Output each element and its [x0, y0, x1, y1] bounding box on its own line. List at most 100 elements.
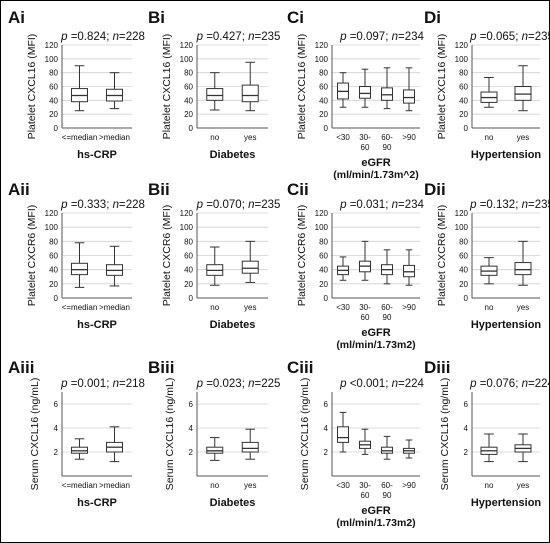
box-1	[206, 437, 224, 461]
y-tick-label: 40	[459, 96, 468, 105]
y-tick-label: 60	[319, 252, 328, 261]
stat-n-symbol: n	[248, 378, 254, 390]
y-tick-label: 100	[180, 55, 194, 64]
box-1	[337, 256, 349, 281]
x-axis-title: hs-CRP	[77, 149, 117, 161]
stat-p-symbol: p	[339, 378, 347, 390]
stat-n-symbol: n	[392, 199, 398, 211]
box-4	[403, 67, 415, 112]
y-tick-label: 60	[49, 252, 58, 261]
box-1	[480, 257, 498, 285]
x-tick-label: <=median	[62, 133, 98, 142]
x-tick-label: yes	[517, 133, 529, 142]
x-tick-label: 30-	[359, 133, 371, 142]
y-tick-label: 40	[459, 266, 468, 275]
panel-bi: Bi p =0.427; n=235 0 20 40 60 80 100 120 Platelet…	[148, 8, 280, 161]
x-tick-label: yes	[244, 303, 256, 312]
stat-p-value: =0.065;	[477, 31, 522, 43]
y-tick-label: 60	[319, 83, 328, 92]
box-iqr	[337, 426, 349, 443]
x-tick-label: 60	[361, 313, 370, 322]
x-tick-label: no	[210, 481, 219, 490]
stat-n-value: =234	[398, 31, 425, 43]
panel-aiii: Aiii p =0.001; n=218 2 4 6 Serum CXCL16 (ng/m…	[8, 358, 145, 509]
panel-label: Bi	[148, 8, 165, 27]
y-tick-label: 20	[184, 110, 193, 119]
box-iqr	[403, 89, 415, 104]
box-4	[403, 439, 415, 459]
stat-p-value: =0.031;	[347, 199, 392, 211]
x-axis-title: eGFR	[361, 327, 390, 339]
y-tick-label: 100	[315, 55, 329, 64]
panel-label: Cii	[287, 180, 309, 199]
box-3	[381, 435, 393, 460]
x-axis-title: Hypertension	[471, 497, 542, 509]
panel-bii: Bii p =0.070; n=235 0 20 40 60 80 100 120 Platele…	[148, 180, 280, 331]
y-tick-label: 100	[455, 55, 469, 64]
x-axis-title-line2: (ml/min/1.73m2)	[336, 517, 415, 529]
y-tick-label: 0	[189, 124, 194, 133]
stat-n-value: =218	[119, 378, 145, 390]
x-axis-title: Hypertension	[471, 149, 542, 161]
box-2	[359, 68, 371, 108]
box-2	[241, 61, 259, 112]
y-tick-label: 60	[184, 83, 193, 92]
stat-p-value: =0.333;	[68, 199, 113, 211]
y-tick-label: 0	[54, 294, 59, 303]
y-tick-label: 0	[324, 124, 329, 133]
y-tick-label: 2	[324, 448, 329, 457]
y-axis-title: Platelet CXCL16 (MFI)	[436, 34, 448, 140]
stat-p-value: =0.824;	[68, 31, 113, 43]
stat-p-symbol: p	[60, 378, 68, 390]
y-axis-title: Platelet CXCL16 (MFI)	[296, 34, 308, 140]
y-tick-label: 40	[319, 266, 328, 275]
box-1	[337, 72, 349, 108]
stat-text: p =0.824; n=228	[60, 31, 145, 43]
y-tick-label: 100	[45, 55, 59, 64]
panel-ci: Ci p =0.097; n=234 0 20 40 60 80 100 120 Platelet…	[287, 8, 425, 181]
stat-text: p =0.070; n=235	[196, 199, 281, 211]
stat-p-symbol: p	[196, 199, 204, 211]
x-tick-label: >median	[99, 303, 130, 312]
x-tick-label: 90	[383, 143, 392, 152]
y-tick-label: 80	[459, 237, 468, 246]
x-tick-label: no	[485, 481, 494, 490]
box-3	[381, 249, 393, 285]
x-tick-label: yes	[244, 133, 256, 142]
y-tick-label: 0	[464, 294, 469, 303]
x-axis-title: hs-CRP	[77, 497, 117, 509]
x-tick-label: >90	[402, 481, 416, 490]
x-tick-label: yes	[244, 481, 256, 490]
panel-di: Di p =0.065; n=235 0 20 40 60 80 100 120 Platelet…	[424, 8, 550, 161]
y-tick-label: 4	[464, 424, 469, 433]
stat-p-value: =0.097;	[347, 31, 392, 43]
y-tick-label: 100	[315, 223, 329, 232]
y-tick-label: 120	[45, 209, 59, 218]
y-axis-title: Platelet CXCL16 (MFI)	[26, 34, 38, 140]
box-2	[514, 433, 532, 463]
y-tick-label: 6	[189, 400, 194, 409]
stat-n-value: =235	[528, 31, 550, 43]
y-tick-label: 120	[315, 41, 329, 50]
y-tick-label: 60	[184, 252, 193, 261]
box-2	[241, 428, 259, 460]
stat-n-symbol: n	[113, 31, 119, 43]
stat-p-symbol: p	[339, 31, 347, 43]
box-iqr	[241, 260, 259, 274]
panel-label: Ci	[287, 8, 304, 27]
y-tick-label: 20	[49, 110, 58, 119]
y-tick-label: 6	[324, 400, 329, 409]
stat-p-symbol: p	[60, 31, 68, 43]
box-2	[241, 240, 259, 283]
y-axis-title: Platelet CXCR6 (MFI)	[436, 205, 448, 307]
y-tick-label: 20	[319, 110, 328, 119]
y-tick-label: 120	[180, 41, 194, 50]
panel-label: Diii	[424, 358, 450, 377]
stat-p-symbol: p	[469, 378, 477, 390]
y-tick-label: 80	[49, 237, 58, 246]
y-axis-title: Serum CXCL16 (ng/mL)	[439, 378, 451, 491]
x-tick-label: no	[485, 303, 494, 312]
stat-p-value: =0.427;	[203, 31, 248, 43]
y-tick-label: 120	[455, 209, 469, 218]
y-tick-label: 4	[324, 424, 329, 433]
